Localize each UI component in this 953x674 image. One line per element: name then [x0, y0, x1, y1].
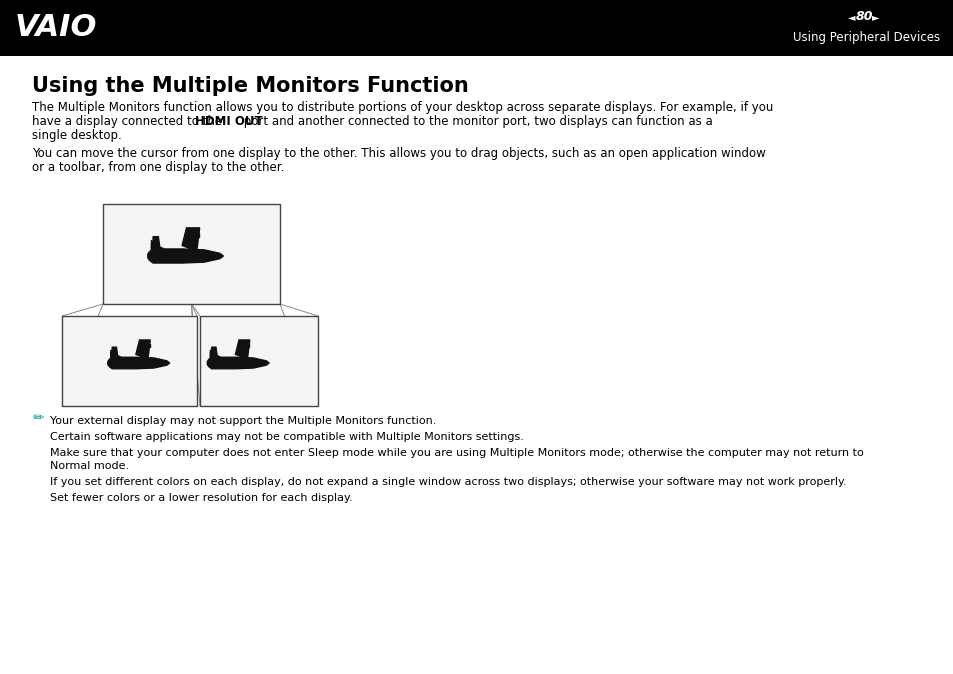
Polygon shape: [182, 228, 199, 249]
Text: You can move the cursor from one display to the other. This allows you to drag o: You can move the cursor from one display…: [32, 147, 765, 160]
Polygon shape: [193, 233, 198, 237]
Bar: [200, 316, 317, 406]
Text: VAIO: VAIO: [15, 13, 97, 42]
Text: Using Peripheral Devices: Using Peripheral Devices: [792, 30, 939, 44]
Text: Normal mode.: Normal mode.: [50, 461, 129, 471]
Polygon shape: [207, 350, 269, 369]
Bar: [103, 204, 280, 304]
Text: 80: 80: [854, 11, 872, 24]
Text: HDMI OUT: HDMI OUT: [194, 115, 262, 128]
Polygon shape: [135, 340, 151, 357]
Polygon shape: [152, 237, 160, 249]
Text: have a display connected to the: have a display connected to the: [32, 115, 226, 128]
Bar: [62, 316, 196, 406]
Text: ✏: ✏: [33, 411, 45, 425]
Polygon shape: [145, 344, 150, 347]
Text: Using the Multiple Monitors Function: Using the Multiple Monitors Function: [32, 76, 468, 96]
Text: single desktop.: single desktop.: [32, 129, 122, 142]
Text: If you set different colors on each display, do not expand a single window acros: If you set different colors on each disp…: [50, 477, 845, 487]
Polygon shape: [245, 344, 249, 347]
Text: The Multiple Monitors function allows you to distribute portions of your desktop: The Multiple Monitors function allows yo…: [32, 101, 773, 114]
Polygon shape: [148, 240, 223, 263]
Polygon shape: [210, 353, 217, 361]
Polygon shape: [108, 350, 170, 369]
Text: port and another connected to the monitor port, two displays can function as a: port and another connected to the monito…: [240, 115, 712, 128]
Text: Your external display may not support the Multiple Monitors function.: Your external display may not support th…: [50, 416, 436, 426]
Text: ◄: ◄: [847, 12, 855, 22]
Polygon shape: [152, 243, 160, 253]
Bar: [0, 0, 953, 56]
Text: Certain software applications may not be compatible with Multiple Monitors setti: Certain software applications may not be…: [50, 432, 523, 442]
Text: Make sure that your computer does not enter Sleep mode while you are using Multi: Make sure that your computer does not en…: [50, 448, 862, 458]
Text: or a toolbar, from one display to the other.: or a toolbar, from one display to the ot…: [32, 161, 284, 174]
Text: Set fewer colors or a lower resolution for each display.: Set fewer colors or a lower resolution f…: [50, 493, 353, 503]
Polygon shape: [112, 347, 118, 357]
Polygon shape: [235, 340, 250, 357]
Polygon shape: [111, 353, 118, 361]
Text: ►: ►: [871, 12, 879, 22]
Polygon shape: [212, 347, 217, 357]
